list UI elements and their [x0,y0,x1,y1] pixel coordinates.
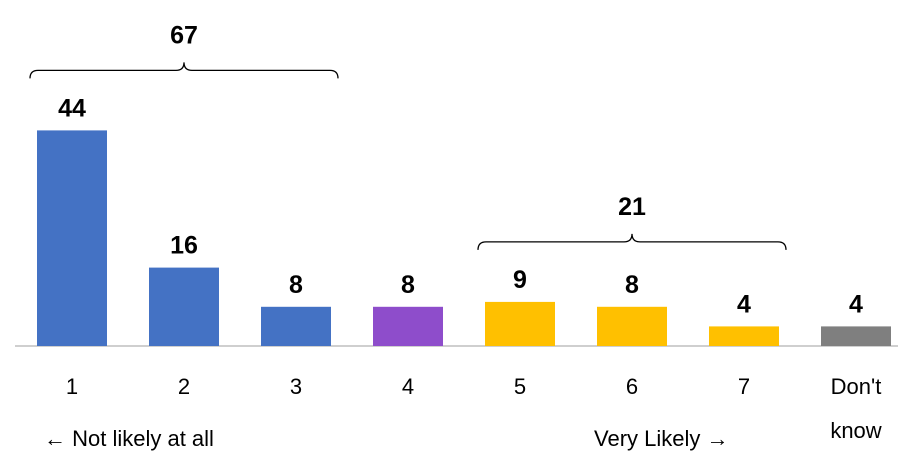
bar-4 [373,306,443,346]
group-total-label-2: 21 [618,193,646,221]
tick-label-7: 7 [738,374,750,399]
bar-8 [821,326,891,346]
tick-label-5: 5 [514,374,526,399]
bars-layer [37,130,891,346]
value-label-7: 4 [737,290,751,318]
value-label-5: 9 [513,266,527,294]
tick-label-6: 6 [626,374,638,399]
bar-1 [37,130,107,346]
value-label-3: 8 [289,271,303,299]
bar-5 [485,301,555,346]
value-label-1: 44 [58,94,86,122]
tick-label-2: 2 [178,374,190,399]
value-label-8: 4 [849,290,863,318]
group-total-label-1: 67 [170,21,198,49]
tick-label-1: 1 [66,374,78,399]
annotation-not-likely: ← Not likely at all [44,426,214,451]
tick-label-4: 4 [402,374,414,399]
bar-2 [149,267,219,346]
tick-label-3: 3 [290,374,302,399]
bar-6 [597,306,667,346]
bar-3 [261,306,331,346]
value-label-4: 8 [401,271,415,299]
group-bracket-2 [477,233,787,250]
tick-label-8: Don't know [830,374,881,443]
group-bracket-1 [29,62,339,79]
tick-labels-layer: 1 2 3 4 5 6 7 Don't know [66,374,882,443]
value-label-2: 16 [170,232,198,260]
bar-7 [709,326,779,346]
annotation-very-likely: Very Likely → [594,426,729,451]
brackets-layer: 67 21 [29,21,787,250]
value-label-6: 8 [625,271,639,299]
